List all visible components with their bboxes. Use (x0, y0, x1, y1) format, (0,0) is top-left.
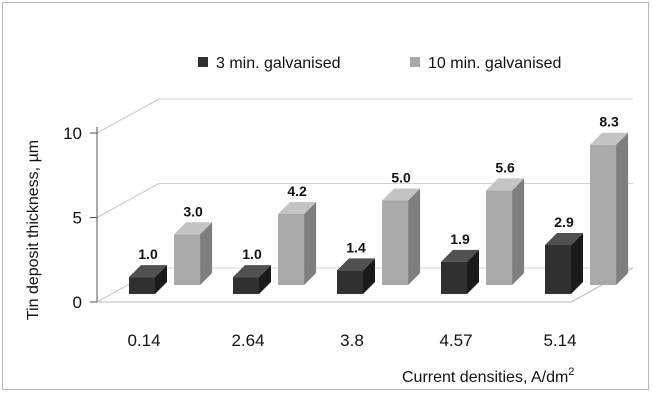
bar-series-2-top (590, 132, 629, 145)
bar-series-2-side (200, 222, 213, 285)
bar-series-2-top (278, 202, 317, 215)
bar-series-1-front (233, 277, 259, 294)
bar-series-1-front (129, 277, 155, 294)
bar-series-2-front (590, 144, 617, 285)
legend-label-series-2: 10 min. galvanised (428, 55, 561, 72)
x-axis-title: Current densities, A/dm2 (402, 366, 574, 386)
bar-series-2-front (382, 200, 409, 285)
x-tick-label: 4.57 (439, 331, 472, 350)
x-tick-label: 0.14 (127, 331, 160, 350)
bar-series-1 (129, 265, 167, 294)
y-axis-title: Tin deposit thickness, µm (25, 140, 42, 320)
bar-series-2 (278, 202, 317, 285)
bars-layer (129, 132, 629, 294)
data-label-series-2: 5.6 (495, 159, 515, 175)
bar-series-1-front (337, 270, 363, 294)
x-axis-title-superscript: 2 (568, 366, 574, 378)
data-label-series-1: 2.9 (554, 214, 574, 230)
bar-series-2 (174, 222, 213, 285)
x-tick-label: 2.64 (231, 331, 264, 350)
legend-swatch-series-2 (410, 57, 420, 67)
data-label-series-2: 8.3 (599, 114, 619, 130)
bar-series-1-side (259, 265, 271, 294)
bar-series-1-front (545, 244, 571, 294)
gridline-depth (96, 183, 160, 218)
bar-series-1-top (233, 265, 271, 278)
data-label-series-2: 4.2 (287, 183, 307, 199)
bar-series-2-side (616, 132, 629, 285)
bar-series-1 (545, 232, 583, 294)
chart-frame (2, 2, 649, 390)
bar-series-1-side (363, 258, 375, 294)
data-label-series-1: 1.0 (242, 246, 262, 262)
bar-series-1-top (129, 265, 167, 278)
data-label-series-2: 3.0 (183, 203, 203, 219)
bar-series-2-front (174, 234, 201, 285)
bar-series-2-top (174, 222, 213, 235)
bar-series-1 (233, 265, 271, 294)
bar-series-1-top (545, 232, 583, 245)
legend: 3 min. galvanised 10 min. galvanised (198, 55, 561, 72)
bar-series-2 (590, 132, 629, 285)
bar-series-2-side (512, 178, 525, 285)
y-tick-label: 10 (63, 124, 82, 143)
bar-series-1 (441, 249, 479, 294)
bar-series-2-side (408, 188, 421, 285)
bar-series-2 (382, 188, 421, 285)
bar-series-2-front (486, 190, 513, 285)
bar-series-2 (486, 178, 525, 285)
bar-series-1 (337, 258, 375, 294)
data-label-series-1: 1.0 (138, 246, 158, 262)
axes-layer: 0 5 10 0.14 2.64 3.8 4.57 5.14 (63, 98, 634, 350)
labels-layer: 3.0 4.2 5.0 5.6 8.3 1.0 1.0 1.4 1.9 2.9 (138, 114, 619, 262)
y-tick-label: 0 (73, 293, 82, 312)
bar-series-2-front (278, 214, 305, 285)
gridline-depth (96, 98, 160, 134)
bar-series-1-side (571, 232, 583, 294)
data-label-series-1: 1.9 (450, 231, 470, 247)
bar-series-2-top (486, 178, 525, 191)
legend-label-series-1: 3 min. galvanised (216, 55, 341, 72)
bar-series-1-side (467, 249, 479, 294)
x-axis-title-main: Current densities, A/dm (402, 369, 568, 386)
data-label-series-1: 1.4 (346, 239, 366, 255)
x-tick-label: 3.8 (340, 331, 364, 350)
bar-series-2-top (382, 188, 421, 201)
bar-series-2-side (304, 202, 317, 285)
data-label-series-2: 5.0 (391, 170, 411, 186)
legend-swatch-series-1 (198, 57, 208, 67)
x-tick-label: 5.14 (543, 331, 576, 350)
bar-series-1-side (155, 265, 167, 294)
bar-series-1-top (441, 249, 479, 262)
bar-series-1-top (337, 258, 375, 271)
bar-series-1-front (441, 261, 467, 294)
y-tick-label: 5 (73, 209, 82, 228)
